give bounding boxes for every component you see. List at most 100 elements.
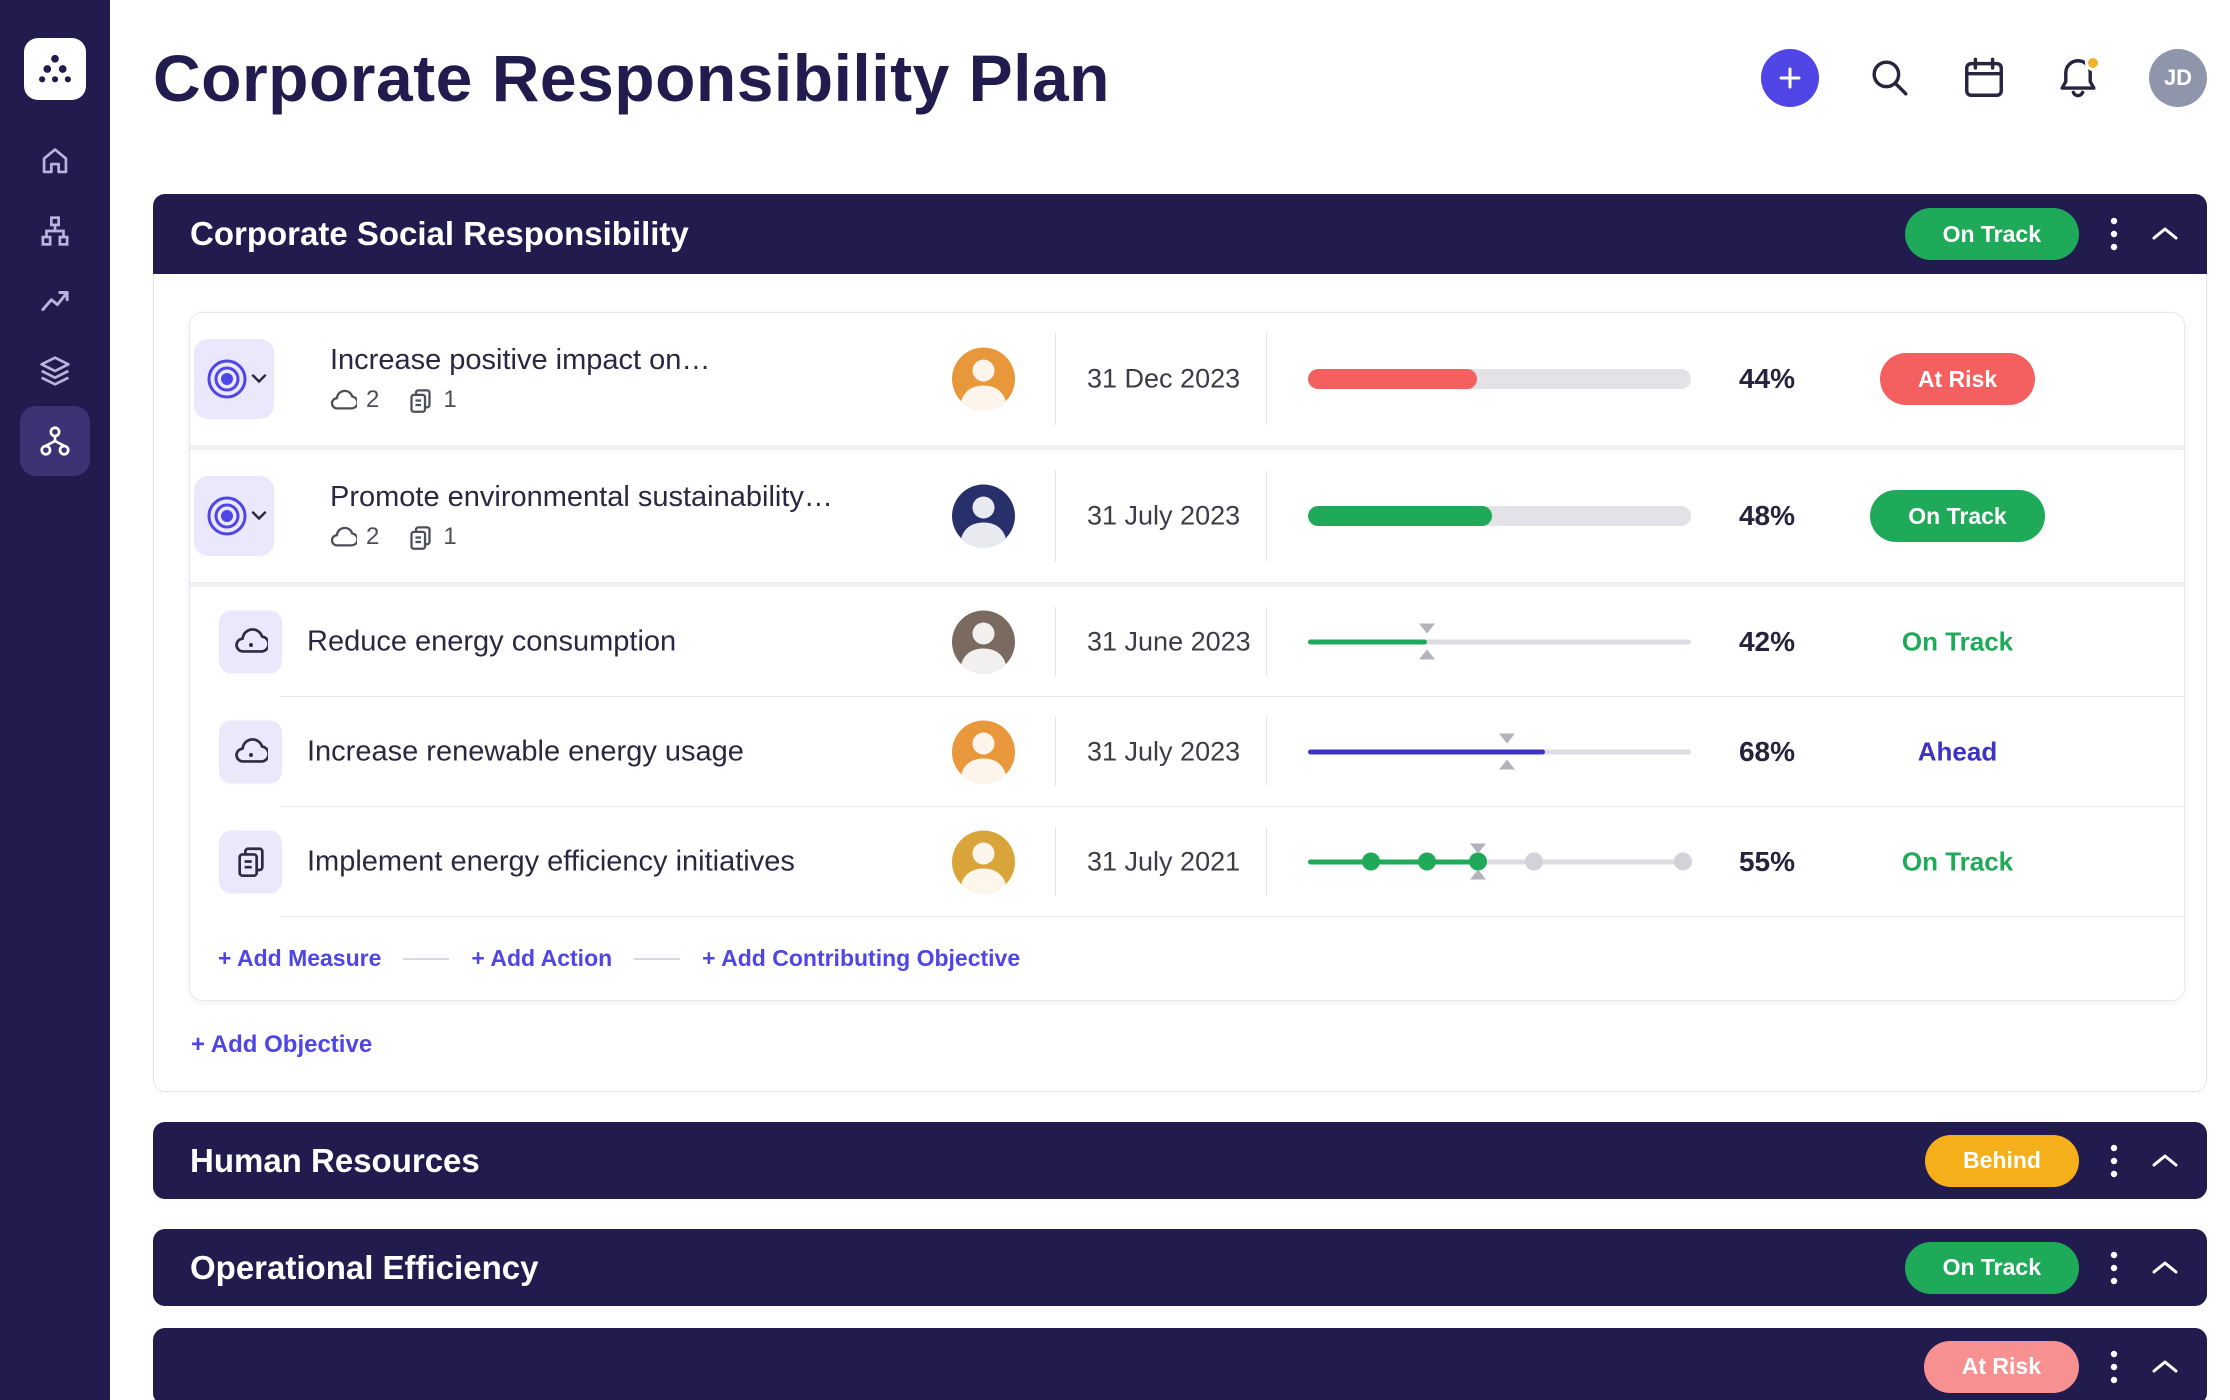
section-header[interactable]: At Risk — [153, 1328, 2207, 1400]
status-label[interactable]: Ahead — [1917, 736, 1998, 766]
objective-title[interactable]: Increase positive impact on… — [330, 344, 711, 376]
progress-fill — [1308, 639, 1427, 644]
section-title: Operational Efficiency — [190, 1248, 539, 1286]
milestone-dot-pending[interactable] — [1524, 852, 1543, 871]
collapse-button[interactable] — [2149, 1152, 2181, 1170]
search-button[interactable] — [1867, 55, 1913, 101]
assignee-avatar[interactable] — [952, 484, 1015, 548]
objective-row[interactable]: Promote environmental sustainability… 2 — [190, 450, 2184, 582]
sidebar-item-insights[interactable] — [20, 266, 90, 336]
slider-handle[interactable] — [1469, 843, 1487, 880]
divider — [1266, 607, 1267, 676]
action-count[interactable]: 1 — [407, 386, 457, 414]
objective-icon-tile[interactable] — [194, 339, 274, 419]
progress-bar — [1308, 506, 1691, 526]
topbar: Corporate Responsibility Plan — [153, 0, 2207, 116]
search-icon — [1872, 60, 1908, 96]
objective-row[interactable]: Increase positive impact on… 2 — [190, 313, 2184, 445]
assignee-avatar[interactable] — [952, 830, 1015, 893]
main-content: Corporate Responsibility Plan — [110, 0, 2230, 1400]
add-contributing-objective-link[interactable]: + Add Contributing Objective — [702, 945, 1021, 971]
assignee-avatar[interactable] — [952, 610, 1015, 673]
section-header[interactable]: Human Resources Behind — [153, 1122, 2207, 1199]
add-objective-link[interactable]: + Add Objective — [191, 1031, 373, 1058]
chevron-up-icon — [2152, 1360, 2178, 1372]
sidebar-item-network[interactable] — [20, 406, 90, 476]
milestone-dot-pending[interactable] — [1674, 852, 1693, 871]
assignee-avatar[interactable] — [952, 347, 1015, 411]
app-logo[interactable] — [24, 38, 86, 100]
action-title[interactable]: Implement energy efficiency initiatives — [307, 845, 795, 877]
slider-handle[interactable] — [1498, 733, 1516, 770]
milestone-track[interactable] — [1308, 843, 1693, 880]
person-icon — [960, 359, 1007, 411]
status-label[interactable]: On Track — [1901, 846, 2014, 876]
add-action-link[interactable]: + Add Action — [471, 945, 613, 971]
slider-handle[interactable] — [1418, 623, 1436, 660]
milestone-dot-done[interactable] — [1417, 852, 1436, 871]
action-count[interactable]: 1 — [407, 523, 457, 551]
action-icon-tile[interactable] — [219, 830, 282, 893]
milestone-progress — [1308, 843, 1693, 880]
progress-fill — [1308, 369, 1477, 389]
hierarchy-icon — [41, 216, 69, 246]
objective-icon-tile[interactable] — [194, 476, 274, 556]
calendar-button[interactable] — [1961, 55, 2007, 101]
collapse-button[interactable] — [2149, 1259, 2181, 1277]
kebab-menu-button[interactable] — [2109, 1248, 2119, 1288]
document-icon — [410, 388, 431, 413]
status-pill[interactable]: On Track — [1904, 208, 2079, 260]
create-button[interactable] — [1761, 49, 1819, 107]
measure-count-value: 2 — [366, 386, 380, 413]
measure-count[interactable]: 2 — [330, 523, 379, 551]
cloud-icon — [330, 389, 357, 410]
status-pill[interactable]: At Risk — [1923, 1340, 2079, 1393]
measure-title[interactable]: Reduce energy consumption — [307, 625, 677, 657]
status-pill[interactable]: Behind — [1925, 1134, 2079, 1187]
row-separator — [280, 696, 2184, 697]
topbar-actions: JD — [1761, 49, 2207, 107]
row-separator — [190, 582, 2184, 587]
sidebar-item-layers[interactable] — [20, 336, 90, 406]
measure-row[interactable]: Increase renewable energy usage 31 July … — [190, 697, 2184, 806]
progress-track — [1308, 733, 1691, 770]
add-measure-link[interactable]: + Add Measure — [218, 945, 382, 971]
kebab-menu-button[interactable] — [2109, 1347, 2119, 1387]
divider — [1055, 333, 1056, 425]
measure-title[interactable]: Increase renewable energy usage — [307, 735, 744, 767]
person-icon — [960, 842, 1007, 893]
person-icon — [960, 732, 1007, 783]
collapse-button[interactable] — [2149, 1358, 2181, 1376]
kebab-icon — [2110, 1251, 2118, 1284]
notifications-button[interactable] — [2055, 55, 2101, 101]
chevron-down-icon — [251, 511, 267, 521]
status-label[interactable]: On Track — [1901, 626, 2014, 656]
milestone-dot-done[interactable] — [1469, 852, 1488, 871]
section-header[interactable]: Operational Efficiency On Track — [153, 1229, 2207, 1306]
assignee-avatar[interactable] — [952, 720, 1015, 783]
status-pill[interactable]: On Track — [1870, 490, 2045, 542]
measure-icon-tile[interactable] — [219, 610, 282, 673]
status-pill[interactable]: At Risk — [1879, 353, 2036, 405]
measure-count[interactable]: 2 — [330, 386, 379, 414]
target-icon — [207, 496, 247, 536]
sidebar-item-home[interactable] — [20, 126, 90, 196]
status-pill[interactable]: On Track — [1904, 1241, 2079, 1294]
kebab-menu-button[interactable] — [2109, 1141, 2119, 1181]
kebab-menu-button[interactable] — [2109, 214, 2119, 254]
progress-fill — [1308, 506, 1492, 526]
objective-title[interactable]: Promote environmental sustainability… — [330, 481, 833, 513]
notification-badge — [2085, 55, 2101, 71]
user-avatar[interactable]: JD — [2149, 49, 2207, 107]
progress-percent: 44% — [1738, 363, 1795, 394]
action-row[interactable]: Implement energy efficiency initiatives … — [190, 807, 2184, 916]
measure-row[interactable]: Reduce energy consumption 31 June 2023 — [190, 587, 2184, 696]
measure-icon-tile[interactable] — [219, 720, 282, 783]
document-icon — [237, 847, 264, 878]
status-cell: On Track — [1845, 846, 2070, 877]
status-cell: At Risk — [1845, 353, 2070, 405]
milestone-dot-done[interactable] — [1362, 852, 1381, 871]
status-cell: On Track — [1845, 626, 2070, 657]
collapse-button[interactable] — [2149, 225, 2181, 243]
sidebar-item-plans[interactable] — [20, 196, 90, 266]
